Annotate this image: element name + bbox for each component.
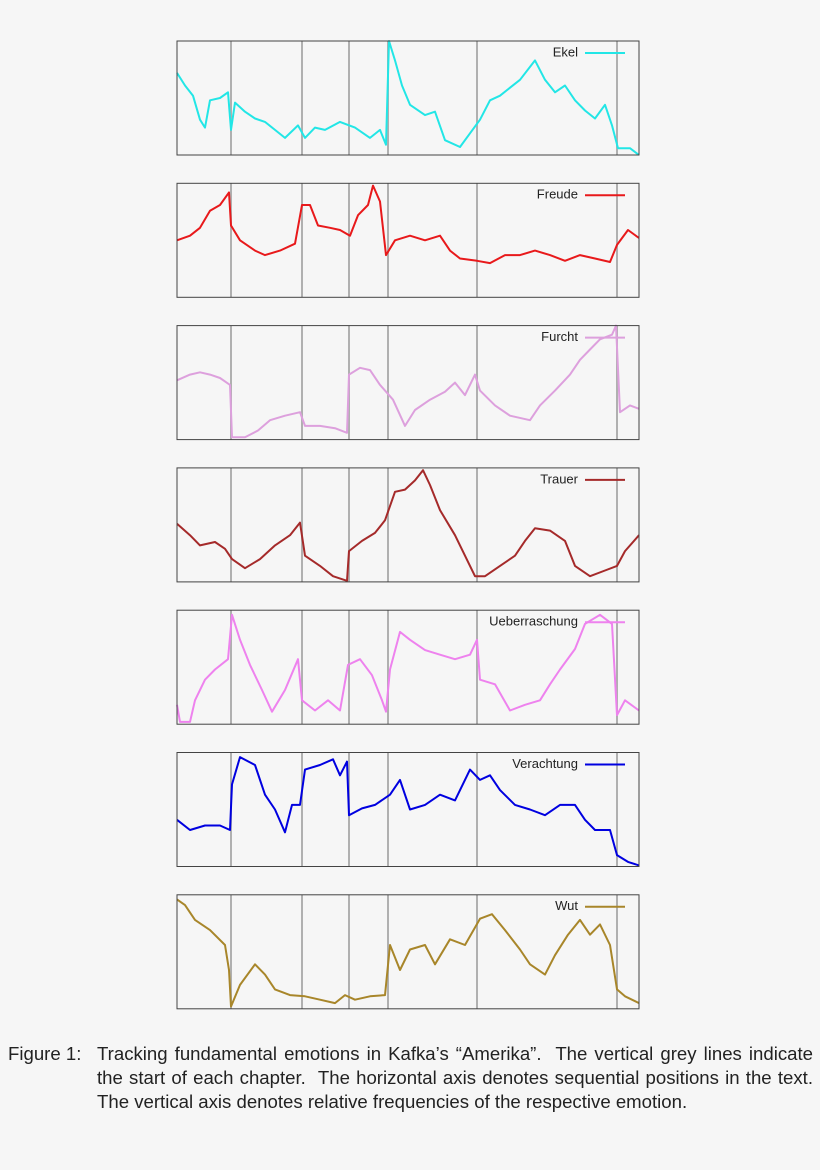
legend-label: Furcht [541, 329, 578, 344]
series-line [176, 324, 640, 439]
plot-frame [176, 182, 640, 298]
series-line [176, 184, 640, 265]
plot-frame [176, 325, 640, 441]
plot-frame [176, 467, 640, 583]
legend-label: Verachtung [512, 756, 578, 771]
plot-frame [176, 894, 640, 1010]
series-line [176, 613, 640, 723]
legend-label: Trauer [540, 471, 578, 486]
plot-frame [176, 752, 640, 867]
series-line [176, 756, 640, 867]
series-line [176, 40, 640, 156]
figure: Ekel Freude Furcht Trauer Ueberraschung Verac… [176, 40, 640, 1010]
legend-label: Freude [537, 187, 578, 202]
legend-label: Ekel [553, 44, 578, 59]
caption-label: Figure 1: [8, 1043, 82, 1064]
plot-frame [176, 40, 640, 156]
series-line [176, 469, 640, 582]
plot-frame [176, 609, 640, 725]
legend-label: Wut [555, 898, 578, 913]
caption-text: Tracking fundamental emotions in Kafka’s… [97, 1043, 813, 1112]
legend-label: Ueberraschung [489, 614, 578, 629]
series-line [176, 898, 640, 1008]
caption: Figure 1: Tracking fundamental emotions … [8, 1042, 813, 1114]
